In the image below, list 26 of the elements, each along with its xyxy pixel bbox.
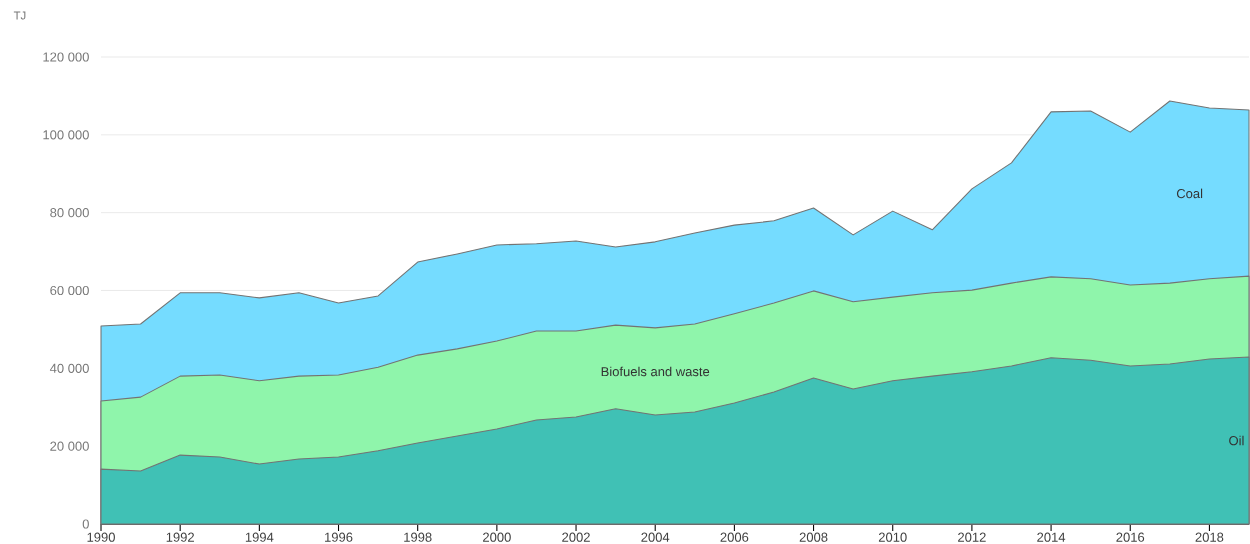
- x-tick-label: 1994: [245, 532, 274, 542]
- y-tick-label: 20 000: [50, 441, 89, 451]
- x-tick-label: 1990: [87, 532, 115, 542]
- series-label: Biofuels and waste: [601, 366, 710, 377]
- y-tick-label: 40 000: [49, 363, 89, 373]
- x-tick-label: 2014: [1037, 532, 1066, 542]
- x-tick-label: 2006: [720, 532, 749, 542]
- x-tick-label: 2002: [562, 532, 590, 542]
- series-label: Coal: [1176, 188, 1203, 199]
- x-tick-label: 1996: [325, 532, 353, 542]
- x-tick-label: 2018: [1195, 532, 1224, 542]
- x-tick-label: 1998: [404, 532, 432, 542]
- y-tick-label: 120 000: [43, 52, 89, 62]
- x-tick-label: 2004: [641, 532, 670, 542]
- x-tick-label: 2010: [878, 532, 907, 542]
- y-tick-label: 100 000: [43, 130, 89, 140]
- x-tick-label: 2008: [799, 532, 828, 542]
- x-tick-label: 2000: [483, 532, 511, 542]
- x-tick-label: 1992: [166, 532, 194, 542]
- x-tick-label: 2016: [1116, 532, 1145, 542]
- y-tick-label: 80 000: [50, 208, 89, 218]
- series-label: Oil: [1229, 435, 1244, 446]
- y-axis-title: TJ: [13, 11, 26, 20]
- y-tick-label: 0: [82, 519, 89, 529]
- y-tick-label: 60 000: [50, 285, 89, 296]
- x-tick-label: 2012: [958, 532, 986, 542]
